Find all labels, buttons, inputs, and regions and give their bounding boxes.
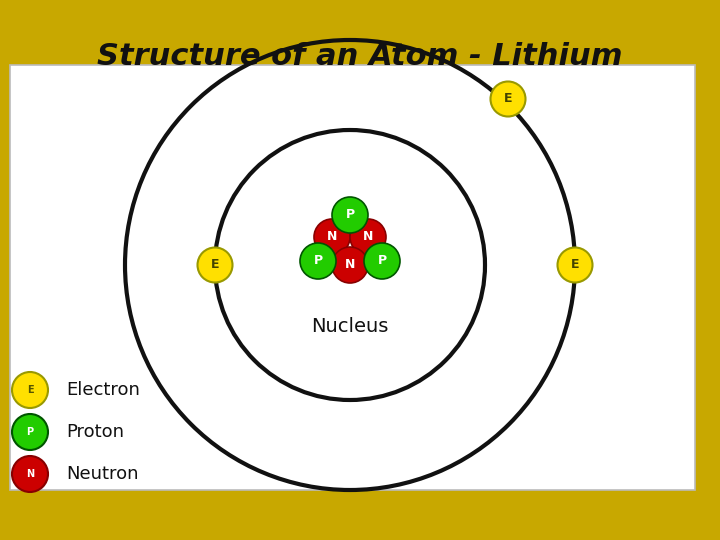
- Circle shape: [332, 197, 368, 233]
- Circle shape: [364, 243, 400, 279]
- Text: Nucleus: Nucleus: [311, 318, 389, 336]
- Text: Structure of an Atom - Lithium: Structure of an Atom - Lithium: [97, 42, 623, 71]
- Text: P: P: [313, 254, 323, 267]
- Text: P: P: [346, 208, 354, 221]
- Text: E: E: [504, 92, 512, 105]
- Text: N: N: [26, 469, 34, 479]
- Circle shape: [332, 247, 368, 283]
- Text: P: P: [377, 254, 387, 267]
- Text: E: E: [27, 385, 33, 395]
- Text: E: E: [571, 259, 580, 272]
- Text: P: P: [27, 427, 34, 437]
- Circle shape: [300, 243, 336, 279]
- Text: Proton: Proton: [66, 423, 124, 441]
- Text: N: N: [327, 231, 337, 244]
- Circle shape: [314, 219, 350, 255]
- Circle shape: [350, 219, 386, 255]
- FancyBboxPatch shape: [10, 65, 695, 490]
- Text: Electron: Electron: [66, 381, 140, 399]
- Text: Neutron: Neutron: [66, 465, 138, 483]
- Circle shape: [12, 456, 48, 492]
- Text: N: N: [363, 231, 373, 244]
- Circle shape: [490, 82, 526, 117]
- Circle shape: [557, 247, 593, 282]
- Text: E: E: [211, 259, 220, 272]
- Text: N: N: [345, 259, 355, 272]
- Circle shape: [12, 414, 48, 450]
- Circle shape: [197, 247, 233, 282]
- Circle shape: [12, 372, 48, 408]
